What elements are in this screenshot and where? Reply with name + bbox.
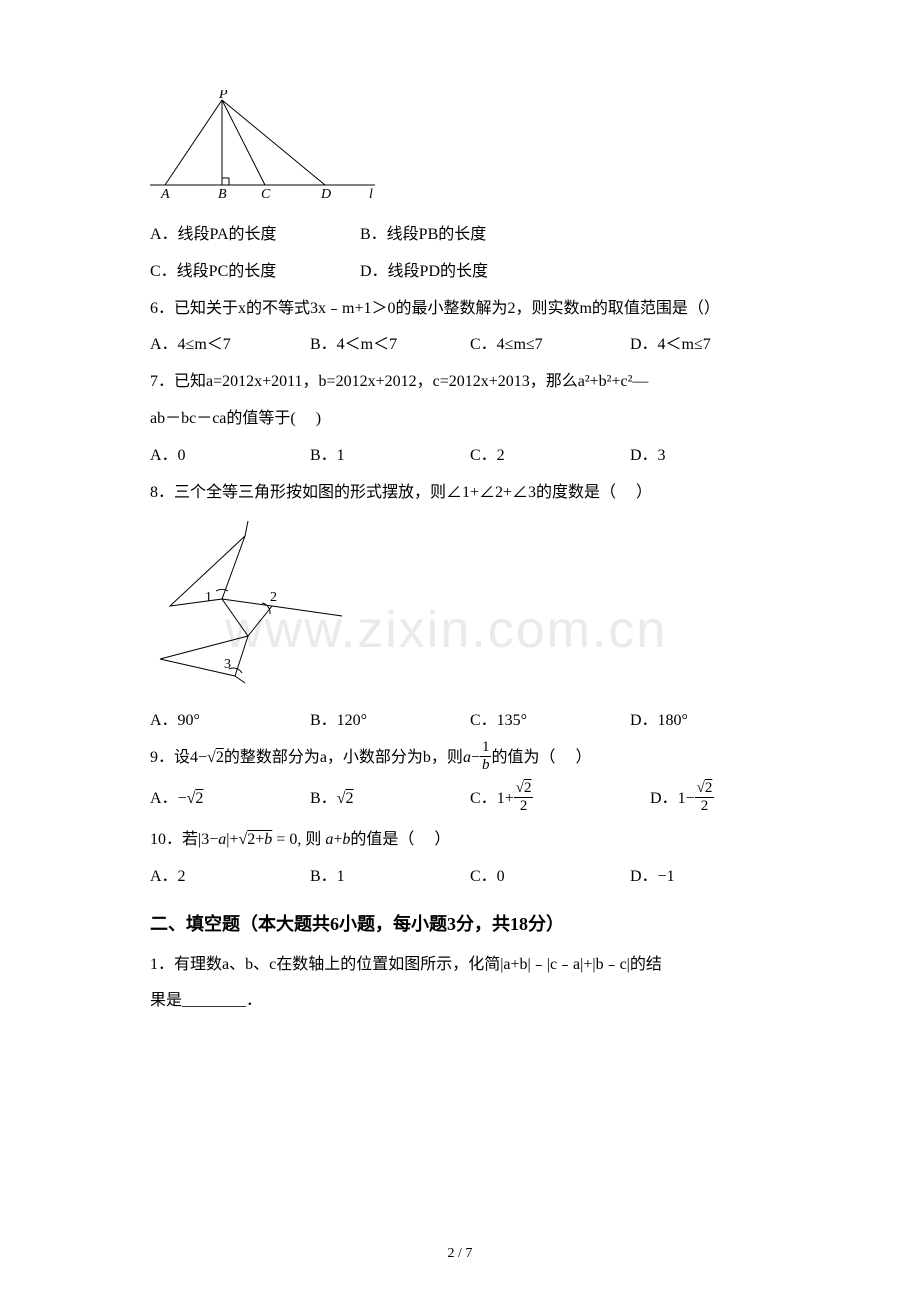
q6-options: A．4≤m＜7 B．4＜m＜7 C．4≤m≤7 D．4＜m≤7 bbox=[150, 327, 770, 364]
q5-opt-d: D．线段PD的长度 bbox=[360, 254, 488, 291]
q8-label-3: 3 bbox=[224, 657, 231, 672]
q8-options: A．90° B．120° C．135° D．180° bbox=[150, 703, 770, 740]
q6-opt-c: C．4≤m≤7 bbox=[470, 327, 630, 364]
s2-q1-l2: 果是________． bbox=[150, 983, 770, 1020]
q9-stem: 9．设4−√2的整数部分为a，小数部分为b，则a−1b的值为（ ） bbox=[150, 740, 770, 777]
q5-figure: P A B C D l bbox=[150, 90, 770, 205]
q9-opt-d: D．1−√22 bbox=[650, 777, 714, 822]
q10-opt-a: A．2 bbox=[150, 859, 310, 896]
q5-options-row2: C．线段PC的长度 D．线段PD的长度 bbox=[150, 254, 770, 291]
q9-post: 的值为（ ） bbox=[491, 749, 591, 766]
q9-options: A．−√2 B．√2 C．1+√22 D．1−√22 bbox=[150, 777, 770, 822]
q10-stem: 10．若|3−a|+√2+b = 0, 则 a+b的值是（ ） bbox=[150, 822, 770, 859]
q10-post: 的值是（ ） bbox=[350, 831, 450, 848]
q6-opt-b: B．4＜m＜7 bbox=[310, 327, 470, 364]
q7-opt-a: A．0 bbox=[150, 438, 310, 475]
q9-expr: 4−√2 bbox=[190, 749, 224, 766]
s2-q1-l1: 1．有理数a、b、c在数轴上的位置如图所示，化简|a+b|﹣|c﹣a|+|b﹣c… bbox=[150, 947, 770, 984]
q6-opt-d: D．4＜m≤7 bbox=[630, 327, 711, 364]
q8-stem: 8．三个全等三角形按如图的形式摆放，则∠1+∠2+∠3的度数是（ ） bbox=[150, 475, 770, 512]
label-P: P bbox=[218, 90, 228, 102]
q9-opt-c: C．1+√22 bbox=[470, 777, 650, 822]
q8-opt-c: C．135° bbox=[470, 703, 630, 740]
q7-opt-c: C．2 bbox=[470, 438, 630, 475]
label-A: A bbox=[160, 187, 170, 200]
q8-figure: 1 2 3 bbox=[150, 521, 770, 691]
q8-opt-a: A．90° bbox=[150, 703, 310, 740]
section2-title: 二、填空题（本大题共6小题，每小题3分，共18分） bbox=[150, 903, 770, 946]
q10-options: A．2 B．1 C．0 D．−1 bbox=[150, 859, 770, 896]
q5-options-row1: A．线段PA的长度 B．线段PB的长度 bbox=[150, 217, 770, 254]
q7-opt-b: B．1 bbox=[310, 438, 470, 475]
q8-opt-b: B．120° bbox=[310, 703, 470, 740]
label-D: D bbox=[320, 187, 331, 200]
q10-opt-c: C．0 bbox=[470, 859, 630, 896]
q10-opt-b: B．1 bbox=[310, 859, 470, 896]
q5-opt-c: C．线段PC的长度 bbox=[150, 254, 360, 291]
label-C: C bbox=[261, 187, 271, 200]
page-number: 2 / 7 bbox=[0, 1246, 920, 1262]
q9-opt-a: A．−√2 bbox=[150, 777, 310, 822]
q9-mid: 的整数部分为a，小数部分为b，则 bbox=[224, 749, 463, 766]
q5-opt-b: B．线段PB的长度 bbox=[360, 217, 486, 254]
q9-frac-a: a−1b bbox=[463, 749, 492, 766]
q7-stem2: ab－bc－ca的值等于( ) bbox=[150, 401, 770, 438]
q6-opt-a: A．4≤m＜7 bbox=[150, 327, 310, 364]
page-content: P A B C D l A．线段PA的长度 B．线段PB的长度 C．线段PC的长… bbox=[150, 90, 770, 1020]
q5-svg: P A B C D l bbox=[150, 90, 385, 200]
q7-opt-d: D．3 bbox=[630, 438, 666, 475]
q5-opt-a: A．线段PA的长度 bbox=[150, 217, 360, 254]
q6-stem: 6．已知关于x的不等式3x﹣m+1＞0的最小整数解为2，则实数m的取值范围是（） bbox=[150, 291, 770, 328]
label-l: l bbox=[369, 187, 373, 200]
q10-opt-d: D．−1 bbox=[630, 859, 675, 896]
q8-svg: 1 2 3 bbox=[150, 521, 350, 686]
q10-expr: |3−a|+√2+b = 0, 则 a+b bbox=[198, 831, 350, 848]
q8-opt-d: D．180° bbox=[630, 703, 688, 740]
q7-stem1: 7．已知a=2012x+2011，b=2012x+2012，c=2012x+20… bbox=[150, 364, 770, 401]
q9-pre: 9．设 bbox=[150, 749, 190, 766]
q8-label-2: 2 bbox=[270, 590, 277, 605]
q8-label-1: 1 bbox=[205, 590, 212, 605]
q9-opt-b: B．√2 bbox=[310, 777, 470, 822]
label-B: B bbox=[218, 187, 227, 200]
q7-options: A．0 B．1 C．2 D．3 bbox=[150, 438, 770, 475]
q10-pre: 10．若 bbox=[150, 831, 198, 848]
